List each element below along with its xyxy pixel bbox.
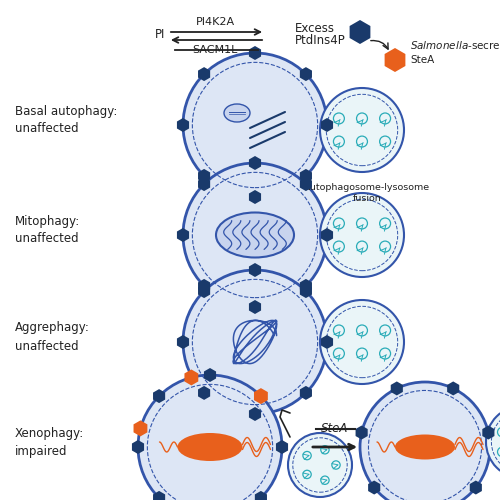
Text: PtdIns4P: PtdIns4P xyxy=(295,34,346,46)
Polygon shape xyxy=(249,300,261,314)
Polygon shape xyxy=(198,386,210,400)
Polygon shape xyxy=(249,190,261,204)
Polygon shape xyxy=(153,389,165,403)
Polygon shape xyxy=(255,389,267,403)
Text: Xenophagy:
impaired: Xenophagy: impaired xyxy=(15,426,84,458)
Polygon shape xyxy=(255,491,267,500)
Polygon shape xyxy=(198,67,210,81)
Polygon shape xyxy=(249,407,261,421)
Text: SteA: SteA xyxy=(410,55,434,65)
Polygon shape xyxy=(300,169,312,183)
Polygon shape xyxy=(470,480,482,494)
Text: Basal autophagy:
unaffected: Basal autophagy: unaffected xyxy=(15,104,118,136)
Polygon shape xyxy=(276,440,288,454)
Polygon shape xyxy=(321,335,333,349)
Polygon shape xyxy=(390,382,403,396)
Text: SteA: SteA xyxy=(322,422,348,436)
Ellipse shape xyxy=(224,104,250,122)
Polygon shape xyxy=(300,177,312,191)
Polygon shape xyxy=(300,67,312,81)
Polygon shape xyxy=(447,382,460,396)
Text: Aggrephagy:
unaffected: Aggrephagy: unaffected xyxy=(15,322,90,352)
Polygon shape xyxy=(350,20,370,44)
Circle shape xyxy=(288,433,352,497)
Polygon shape xyxy=(198,279,210,293)
Circle shape xyxy=(183,53,327,197)
Polygon shape xyxy=(321,228,333,242)
Text: PI: PI xyxy=(154,28,165,42)
Circle shape xyxy=(360,382,490,500)
Text: SACM1L: SACM1L xyxy=(192,45,238,55)
Polygon shape xyxy=(300,279,312,293)
Ellipse shape xyxy=(216,212,294,258)
Polygon shape xyxy=(384,48,406,72)
Polygon shape xyxy=(249,263,261,277)
Polygon shape xyxy=(198,169,210,183)
Circle shape xyxy=(486,406,500,478)
Circle shape xyxy=(320,88,404,172)
Circle shape xyxy=(183,270,327,414)
Polygon shape xyxy=(321,118,333,132)
Circle shape xyxy=(320,300,404,384)
Text: PI4K2A: PI4K2A xyxy=(196,17,234,27)
Polygon shape xyxy=(134,420,147,436)
Circle shape xyxy=(138,375,282,500)
Polygon shape xyxy=(177,335,189,349)
Text: $\it{Salmonella}$-secreted: $\it{Salmonella}$-secreted xyxy=(410,39,500,51)
Text: Excess: Excess xyxy=(295,22,335,35)
Polygon shape xyxy=(482,426,494,440)
Polygon shape xyxy=(356,426,368,440)
Polygon shape xyxy=(132,440,144,454)
Polygon shape xyxy=(177,228,189,242)
Polygon shape xyxy=(177,118,189,132)
Polygon shape xyxy=(198,284,210,298)
Polygon shape xyxy=(254,388,268,404)
Polygon shape xyxy=(204,368,216,382)
Polygon shape xyxy=(368,480,380,494)
Polygon shape xyxy=(153,491,165,500)
Polygon shape xyxy=(249,46,261,60)
Ellipse shape xyxy=(395,434,455,460)
Polygon shape xyxy=(184,370,198,386)
Text: Mitophagy:
unaffected: Mitophagy: unaffected xyxy=(15,214,80,246)
Polygon shape xyxy=(249,156,261,170)
Polygon shape xyxy=(300,284,312,298)
Circle shape xyxy=(320,193,404,277)
Ellipse shape xyxy=(178,433,242,461)
Circle shape xyxy=(183,163,327,307)
Text: autophagosome-lysosome
fusion: autophagosome-lysosome fusion xyxy=(304,183,430,203)
Polygon shape xyxy=(300,386,312,400)
Polygon shape xyxy=(198,177,210,191)
